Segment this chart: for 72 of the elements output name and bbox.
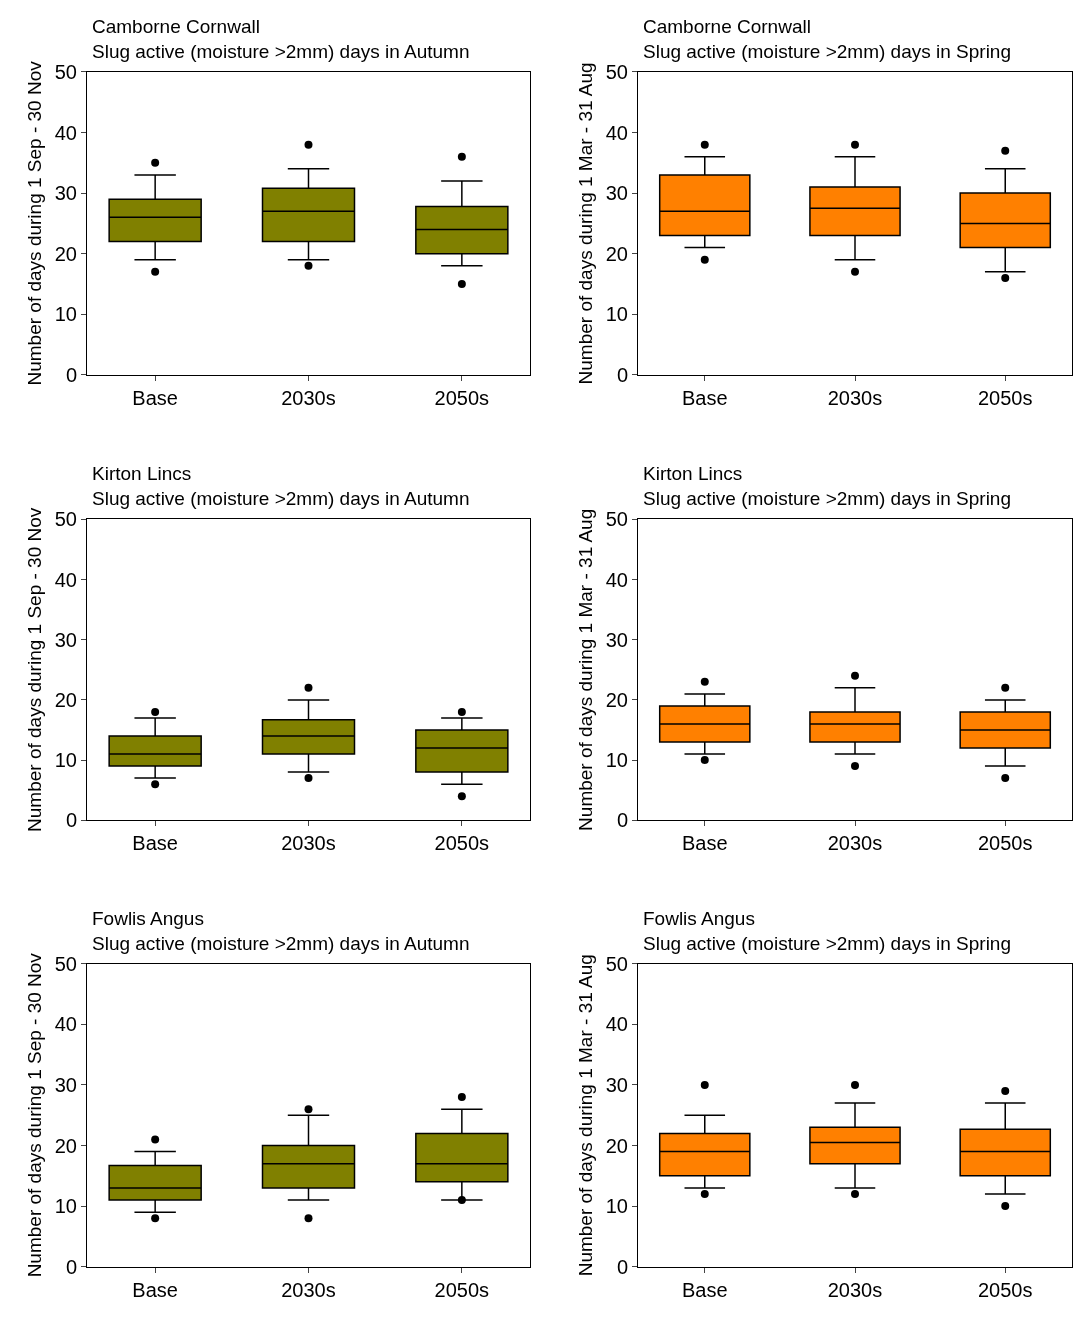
- y-tick-label: 20: [54, 242, 77, 265]
- y-tick-label: 20: [54, 688, 77, 711]
- chart-title: Kirton Lincs: [643, 463, 743, 484]
- y-tick-label: 0: [616, 809, 628, 832]
- y-tick-label: 20: [605, 1134, 628, 1157]
- y-tick-label: 40: [54, 568, 77, 591]
- chart-subtitle: Slug active (moisture >2mm) days in Autumn: [92, 487, 470, 509]
- y-tick-label: 50: [605, 952, 628, 975]
- x-tick-label: 2030s: [827, 386, 883, 409]
- y-tick-label: 40: [54, 121, 77, 144]
- x-tick-label: 2030s: [281, 1278, 336, 1301]
- chart-subtitle: Slug active (moisture >2mm) days in Autumn: [92, 40, 470, 62]
- x-tick-label: 2030s: [281, 832, 336, 855]
- y-tick-label: 50: [54, 508, 77, 531]
- y-axis-title: Number of days during 1 Sep - 30 Nov: [23, 952, 45, 1278]
- chart-subtitle: Slug active (moisture >2mm) days in Spring: [643, 40, 1012, 62]
- x-tick-label: 2030s: [827, 1278, 883, 1301]
- y-tick-label: 0: [65, 1255, 77, 1278]
- y-tick-label: 10: [54, 303, 77, 326]
- y-tick-label: 20: [54, 1134, 77, 1157]
- y-tick-label: 10: [54, 1195, 77, 1218]
- chart-title: Fowlis Angus: [92, 908, 204, 929]
- x-tick-label: 2050s: [434, 1278, 490, 1301]
- y-tick-label: 30: [605, 628, 628, 651]
- x-tick-label: 2050s: [977, 1278, 1033, 1301]
- x-tick-label: Base: [681, 832, 728, 855]
- y-tick-label: 30: [605, 1073, 628, 1096]
- y-tick-label: 50: [605, 60, 628, 83]
- y-tick-label: 30: [54, 182, 77, 205]
- x-tick-label: 2050s: [434, 832, 490, 855]
- chart-title: Kirton Lincs: [92, 463, 192, 484]
- x-tick-label: Base: [132, 832, 178, 855]
- chart-subtitle: Slug active (moisture >2mm) days in Spring: [643, 487, 1012, 509]
- x-tick-label: Base: [681, 386, 728, 409]
- y-tick-label: 20: [605, 688, 628, 711]
- y-tick-label: 10: [605, 749, 628, 772]
- y-tick-label: 0: [65, 809, 77, 832]
- y-tick-label: 10: [54, 749, 77, 772]
- x-tick-label: 2030s: [827, 832, 883, 855]
- y-tick-label: 40: [605, 121, 628, 144]
- y-axis-title: Number of days during 1 Sep - 30 Nov: [23, 60, 45, 386]
- x-tick-label: 2050s: [977, 832, 1033, 855]
- y-tick-label: 30: [54, 628, 77, 651]
- y-tick-label: 0: [65, 363, 77, 386]
- chart-title: Fowlis Angus: [643, 908, 755, 929]
- chart-title: Camborne Cornwall: [643, 16, 811, 37]
- y-tick-label: 50: [54, 952, 77, 975]
- y-tick-label: 0: [616, 363, 628, 386]
- y-tick-label: 10: [605, 1195, 628, 1218]
- y-tick-label: 40: [605, 568, 628, 591]
- y-tick-label: 40: [54, 1013, 77, 1036]
- y-tick-label: 50: [605, 508, 628, 531]
- x-tick-label: 2030s: [281, 386, 336, 409]
- y-tick-label: 0: [616, 1255, 628, 1278]
- y-tick-label: 50: [54, 60, 77, 83]
- chart-title: Camborne Cornwall: [92, 16, 260, 37]
- y-axis-title: Number of days during 1 Mar - 31 Aug: [574, 62, 596, 385]
- y-tick-label: 20: [605, 242, 628, 265]
- chart-subtitle: Slug active (moisture >2mm) days in Spring: [643, 932, 1012, 954]
- x-tick-label: Base: [132, 386, 178, 409]
- x-tick-label: 2050s: [434, 386, 490, 409]
- y-axis-title: Number of days during 1 Mar - 31 Aug: [574, 508, 596, 831]
- y-tick-label: 10: [605, 303, 628, 326]
- x-tick-label: 2050s: [977, 386, 1033, 409]
- y-tick-label: 30: [54, 1073, 77, 1096]
- x-tick-label: Base: [681, 1278, 728, 1301]
- y-axis-title: Number of days during 1 Mar - 31 Aug: [574, 954, 596, 1277]
- x-tick-label: Base: [132, 1278, 178, 1301]
- chart-subtitle: Slug active (moisture >2mm) days in Autumn: [92, 932, 470, 954]
- y-tick-label: 40: [605, 1013, 628, 1036]
- y-axis-title: Number of days during 1 Sep - 30 Nov: [23, 507, 45, 832]
- y-tick-label: 30: [605, 182, 628, 205]
